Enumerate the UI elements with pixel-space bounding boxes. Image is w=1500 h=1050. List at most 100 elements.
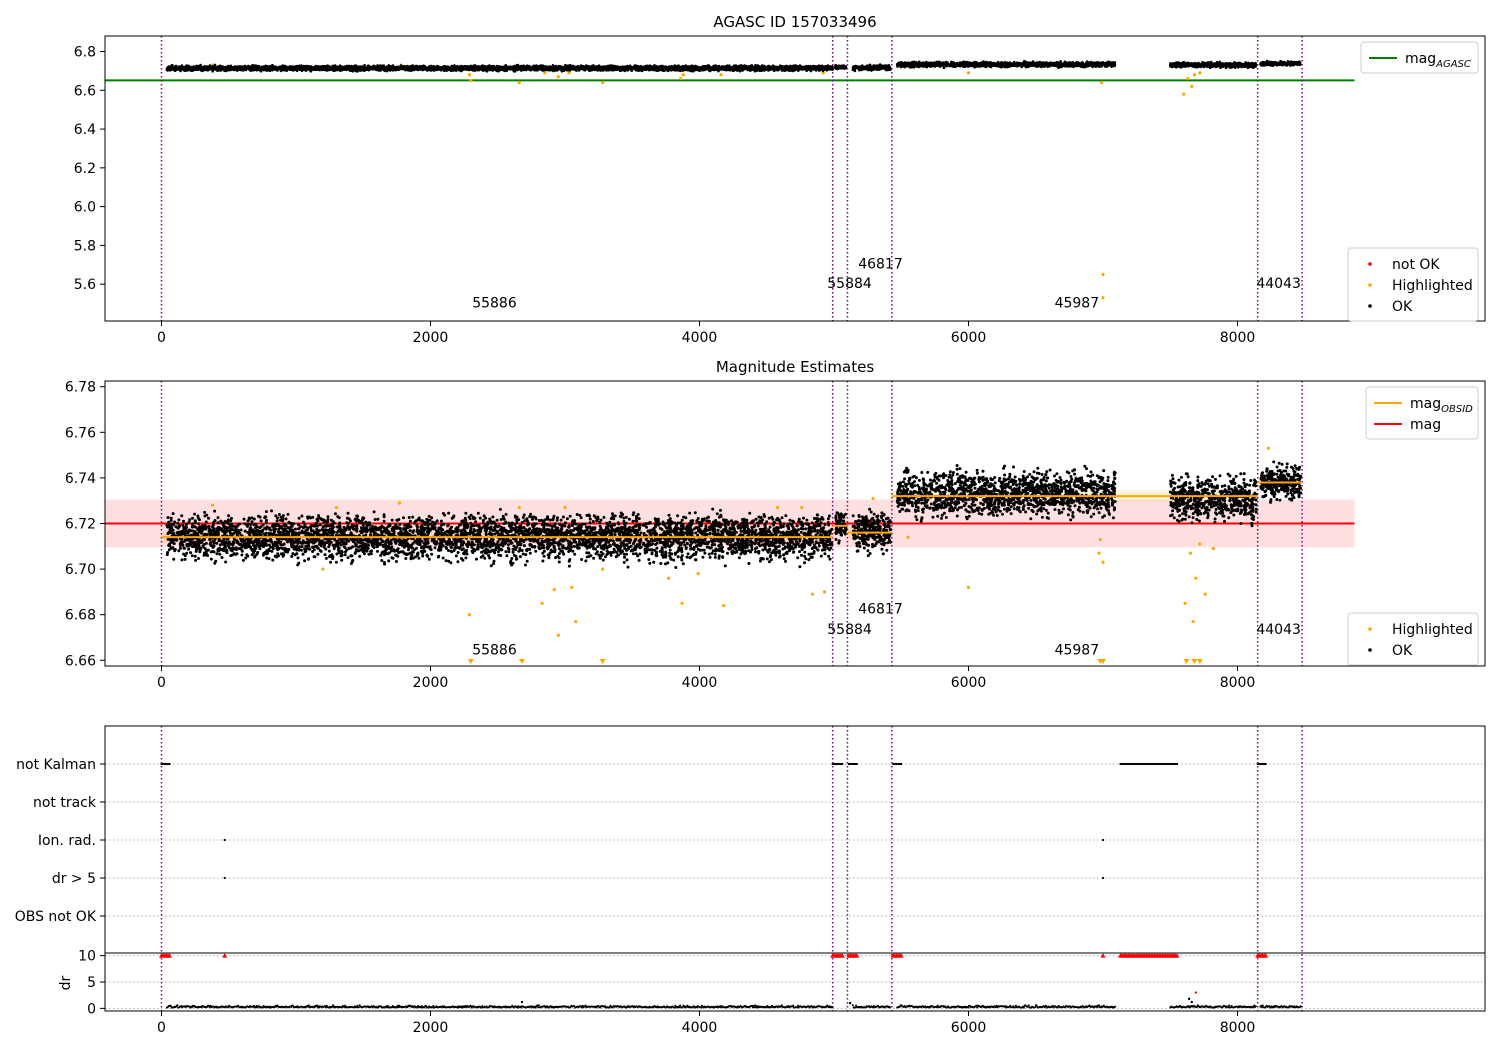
ok-point [267,66,270,70]
ok-point [244,67,247,70]
ok-point [615,66,619,69]
ok-point [541,64,544,67]
ok-point [756,67,759,70]
ok-point [528,65,532,69]
ok-point [349,66,353,70]
ok-point [516,68,519,72]
ok-point [758,68,761,71]
ok-point [240,66,244,70]
ok-point [217,69,220,72]
ok-point [283,68,287,72]
ok-point [392,66,396,69]
ok-point [596,69,599,72]
ok-point [767,66,771,70]
ok-point [171,66,175,70]
ok-point [520,68,524,71]
ok-point [314,68,318,71]
highlighted-point [556,75,560,79]
ok-point [435,68,439,71]
ok-point [689,68,693,71]
ok-point [441,67,445,70]
ok-point [535,64,538,67]
ok-point [363,66,367,69]
ok-point [257,66,260,69]
ok-point [488,64,491,67]
ok-point [487,67,490,71]
ok-point [604,68,608,71]
ok-point [867,66,870,69]
ok-point [888,66,891,69]
ok-point [204,66,208,70]
ok-point [217,66,220,69]
ok-point [336,66,340,69]
ok-point [602,65,606,68]
ok-point [366,67,369,71]
ok-point [576,65,580,68]
highlighted-point [469,78,473,83]
ok-point [827,66,831,70]
ok-point [341,68,345,71]
ok-point [659,67,663,71]
highlighted-point [966,71,971,75]
ok-point [534,67,537,70]
ok-point [786,68,790,71]
ok-point [542,66,546,69]
ok-point [754,63,757,67]
ok-point [190,68,193,71]
ok-point [471,69,475,72]
ok-point [225,66,228,70]
highlighted-point [719,73,723,77]
ok-point [878,68,881,71]
ok-point [389,65,392,69]
ok-point [494,68,498,71]
panel-agasc: AGASC ID 157033496 558865588446817459874… [74,13,1486,346]
ok-point [381,65,384,69]
ok-point [878,65,882,69]
ok-point [260,66,264,70]
ok-point [676,67,679,71]
ok-point [378,66,381,69]
ok-point [868,63,872,67]
ok-point [225,69,228,72]
ok-point [405,68,409,72]
ok-point [821,69,825,72]
ok-point [251,67,254,70]
ok-point [825,66,828,70]
ok-point [185,66,189,70]
ok-point [299,66,302,70]
ok-point [211,70,214,73]
ok-point [401,65,404,69]
ok-point [736,69,739,72]
ok-point [701,66,705,69]
ok-point [712,68,716,72]
ok-point [717,65,721,69]
ok-point [704,67,707,70]
ok-point [460,65,463,68]
highlighted-point [1186,77,1190,81]
ok-point [678,65,681,68]
ok-point [269,67,273,70]
ok-point [386,67,389,70]
ok-point [455,67,458,70]
ok-point [344,66,348,70]
ok-point [201,69,204,73]
ok-point [639,64,642,68]
ok-point [866,68,869,72]
ok-point [777,67,780,70]
ok-point [283,65,286,69]
ok-point [646,64,650,68]
ok-point [684,64,687,67]
ok-point [651,67,655,71]
ok-point [588,67,592,70]
ok-point [591,67,594,70]
ok-point [328,68,331,72]
ok-point [515,66,519,69]
ok-point [622,65,626,69]
ok-point [504,65,508,69]
ok-point [208,66,211,70]
ok-point [166,69,169,72]
ok-point [637,68,640,71]
ok-point [355,67,359,70]
